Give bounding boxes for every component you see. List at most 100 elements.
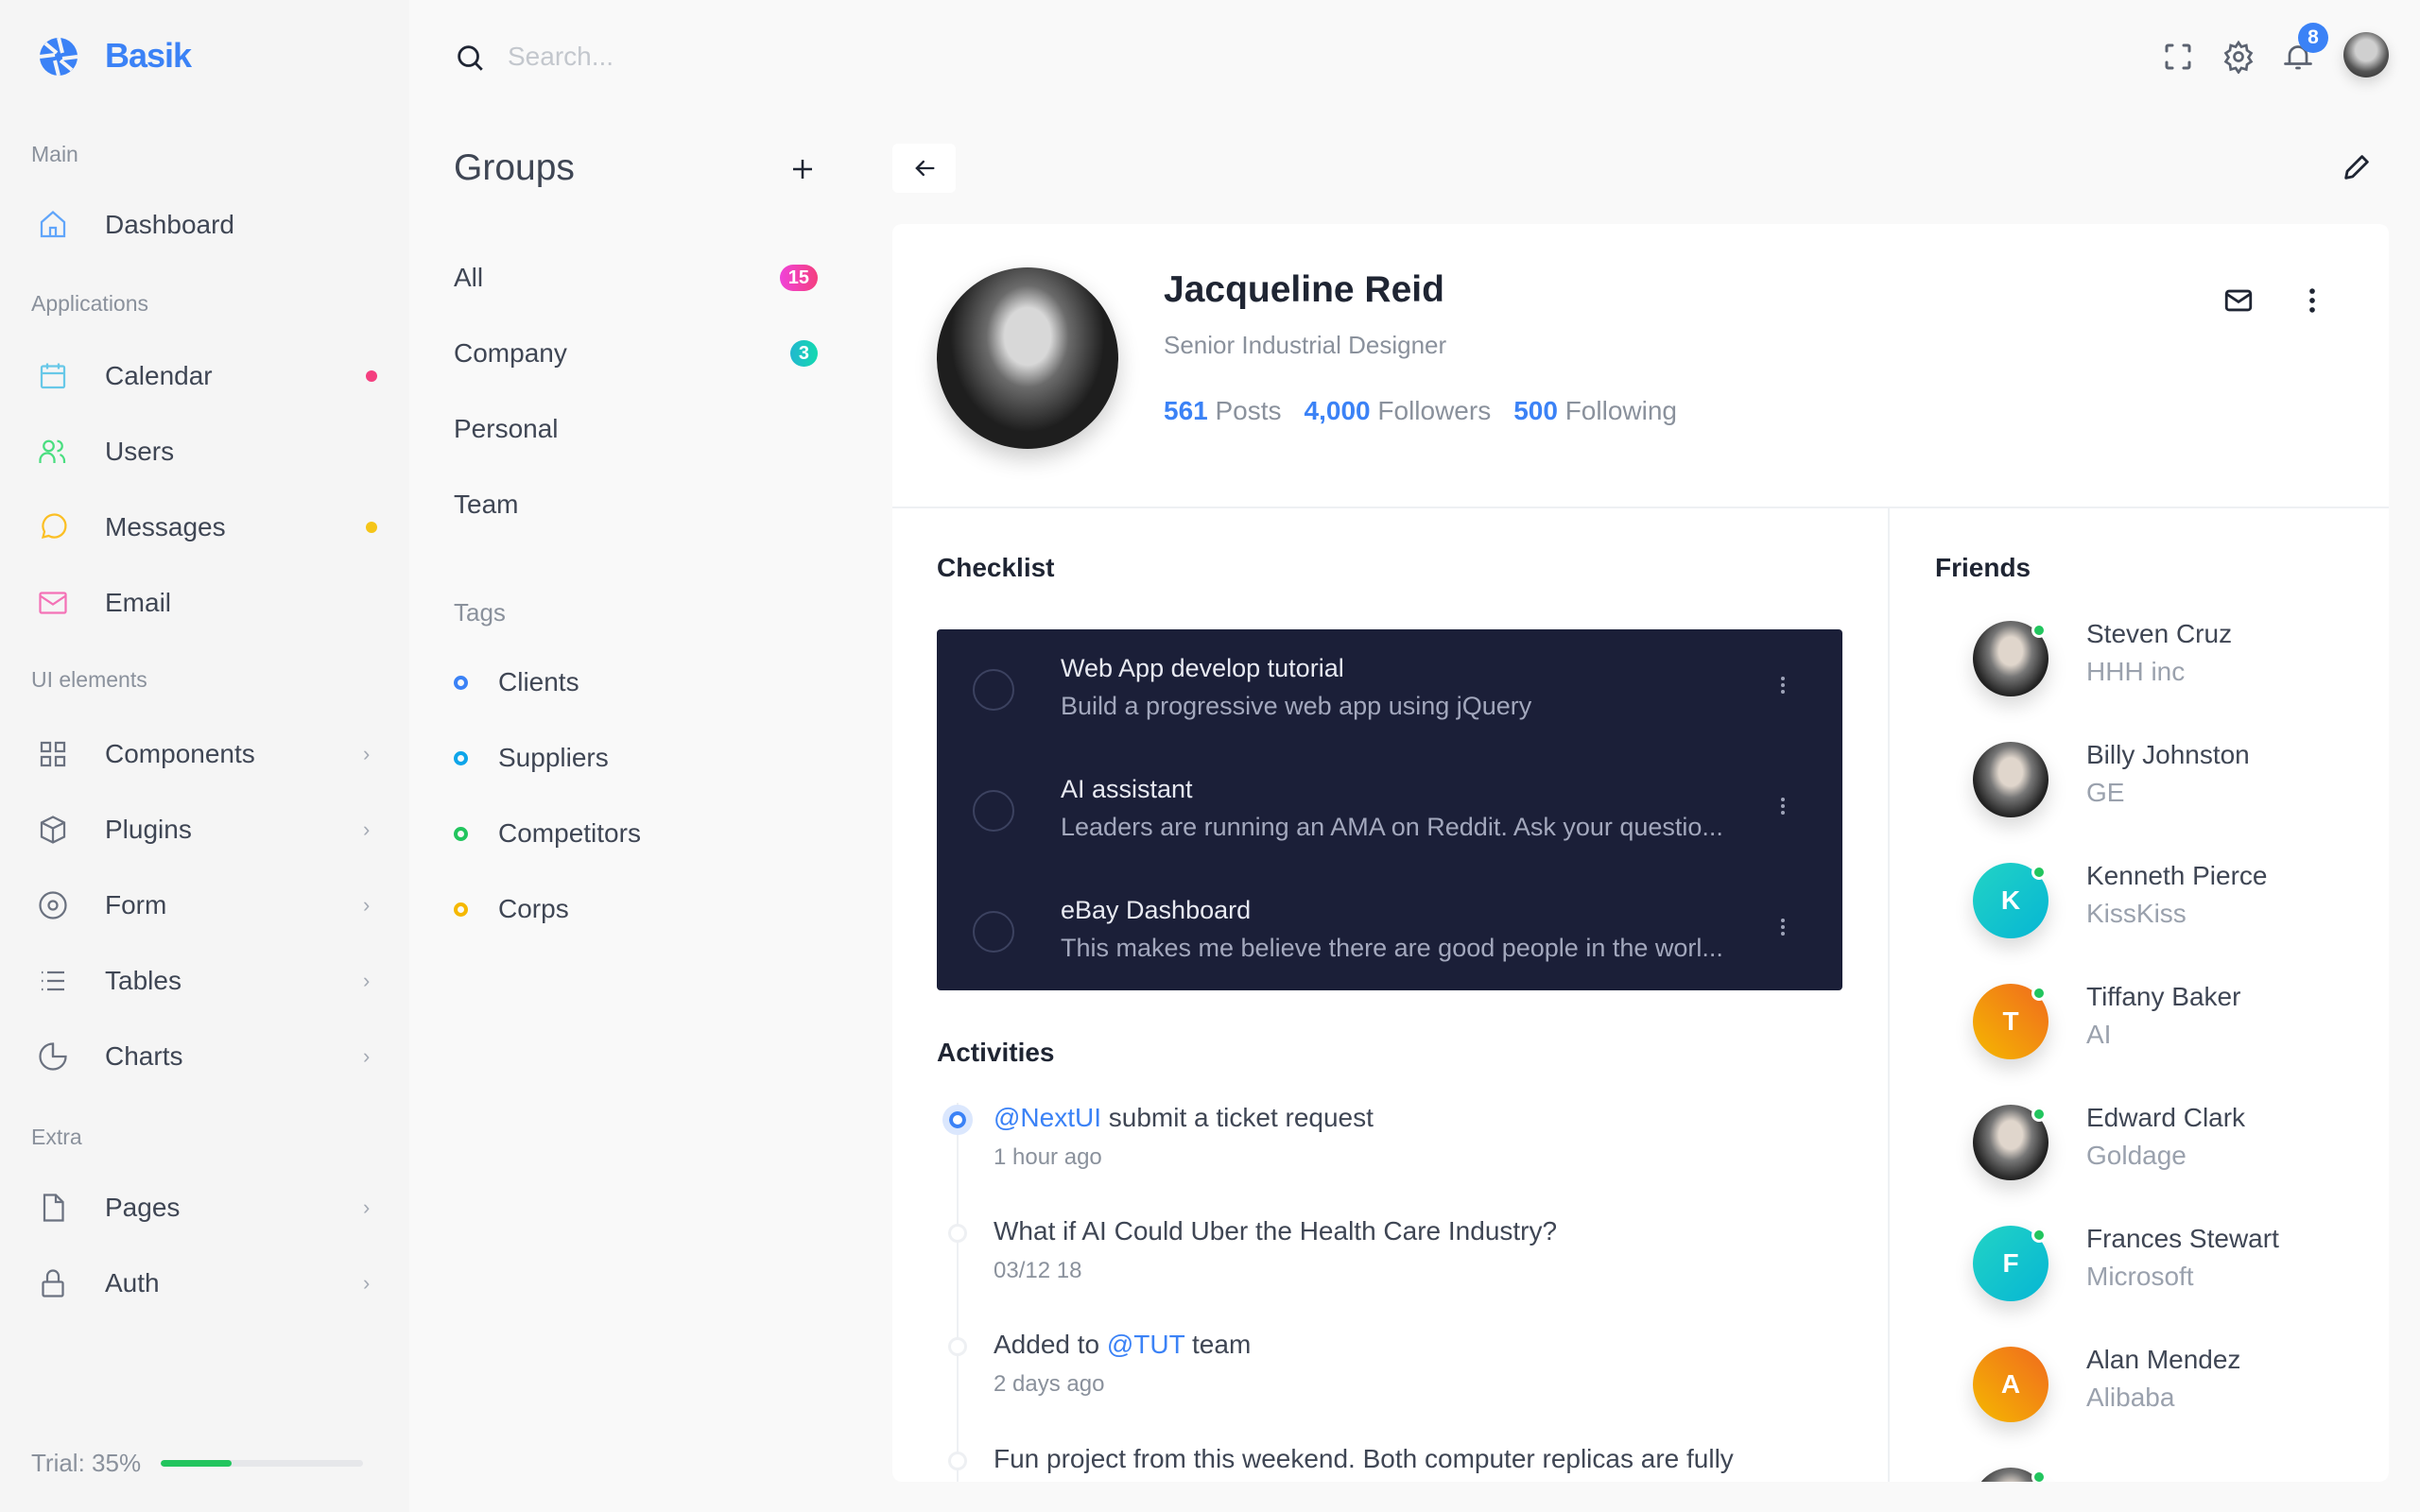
groups-title: Groups bbox=[454, 147, 575, 188]
activity-time: 2 days ago bbox=[994, 1371, 1105, 1397]
sidebar-item-plugins[interactable]: Plugins › bbox=[0, 799, 409, 860]
following-stat[interactable]: 500 Following bbox=[1513, 396, 1677, 426]
activities-title: Activities bbox=[937, 1038, 1055, 1067]
sidebar-item-email[interactable]: Email bbox=[0, 573, 409, 633]
profile-card: Jacqueline Reid Senior Industrial Design… bbox=[892, 224, 2389, 1482]
file-icon bbox=[43, 1194, 64, 1222]
sidebar-item-users[interactable]: Users bbox=[0, 421, 409, 482]
friend-name: Frances Stewart bbox=[2086, 1224, 2279, 1253]
friend-item[interactable]: F Frances Stewart Microsoft bbox=[1973, 1216, 2370, 1311]
sidebar-item-auth[interactable]: Auth › bbox=[0, 1253, 409, 1314]
tag-item-competitors[interactable]: Competitors bbox=[454, 807, 818, 860]
friend-item[interactable]: Edward Clark Goldage bbox=[1973, 1095, 2370, 1190]
group-item-all[interactable]: All 15 bbox=[454, 251, 818, 304]
more-icon[interactable] bbox=[1778, 913, 1788, 946]
sidebar-item-label: Messages bbox=[105, 512, 226, 541]
add-group-icon[interactable] bbox=[788, 155, 817, 183]
sidebar-item-label: Charts bbox=[105, 1041, 183, 1071]
tag-dot-icon bbox=[454, 902, 468, 917]
activity-text: Added to @TUT team bbox=[994, 1330, 1251, 1360]
chevron-right-icon: › bbox=[363, 1044, 371, 1068]
checkbox[interactable] bbox=[973, 790, 1014, 832]
checklist-title: Checklist bbox=[937, 553, 1055, 582]
followers-stat[interactable]: 4,000 Followers bbox=[1305, 396, 1492, 426]
posts-stat[interactable]: 561 Posts bbox=[1164, 396, 1282, 426]
checklist-item-subtitle: Build a progressive web app using jQuery bbox=[1061, 692, 1532, 720]
search-input[interactable] bbox=[508, 38, 980, 76]
group-label: Personal bbox=[454, 414, 559, 443]
profile-title: Senior Industrial Designer bbox=[1164, 331, 1447, 359]
online-indicator bbox=[2031, 865, 2047, 880]
bell-icon[interactable] bbox=[2281, 40, 2315, 74]
profile-stats: 561 Posts 4,000 Followers 500 Following bbox=[1164, 396, 1677, 426]
sidebar-item-form[interactable]: Form › bbox=[0, 875, 409, 936]
fullscreen-icon[interactable] bbox=[2161, 40, 2195, 74]
group-item-team[interactable]: Team bbox=[454, 478, 818, 531]
trial-progress-bar bbox=[161, 1460, 363, 1467]
edit-icon[interactable] bbox=[2341, 151, 2373, 183]
friend-avatar bbox=[1973, 742, 2048, 817]
back-button[interactable] bbox=[892, 144, 956, 193]
tag-label: Clients bbox=[498, 667, 579, 696]
following-label: Following bbox=[1564, 396, 1677, 425]
checklist-item: AI assistant Leaders are running an AMA o… bbox=[937, 750, 1842, 871]
mention-link[interactable]: @NextUI bbox=[994, 1103, 1101, 1132]
friend-name: Steven Cruz bbox=[2086, 619, 2233, 648]
group-item-personal[interactable]: Personal bbox=[454, 403, 818, 455]
brand-name: Basik bbox=[105, 36, 192, 75]
sidebar-item-pages[interactable]: Pages › bbox=[0, 1177, 409, 1238]
checkbox[interactable] bbox=[973, 911, 1014, 953]
tag-item-corps[interactable]: Corps bbox=[454, 883, 818, 936]
group-item-company[interactable]: Company 3 bbox=[454, 327, 818, 380]
friend-name: Kenneth Pierce bbox=[2086, 861, 2268, 890]
more-icon[interactable] bbox=[1778, 671, 1788, 704]
friend-avatar: A bbox=[1973, 1347, 2048, 1422]
chevron-right-icon: › bbox=[363, 893, 371, 917]
divider bbox=[1888, 507, 1890, 1482]
activity-text: What if AI Could Uber the Health Care In… bbox=[994, 1216, 1557, 1246]
checkbox[interactable] bbox=[973, 669, 1014, 711]
friend-name: Alan Mendez bbox=[2086, 1345, 2241, 1374]
tag-dot-icon bbox=[454, 675, 468, 690]
tag-label: Competitors bbox=[498, 818, 641, 848]
friend-item[interactable]: Billy Johnston GE bbox=[1973, 732, 2370, 827]
profile-avatar bbox=[937, 267, 1118, 449]
checklist-item: eBay Dashboard This makes me believe ther… bbox=[937, 871, 1842, 992]
friend-item[interactable]: K Kenneth Pierce KissKiss bbox=[1973, 853, 2370, 948]
mention-link[interactable]: @TUT bbox=[1106, 1330, 1185, 1359]
tag-item-clients[interactable]: Clients bbox=[454, 656, 818, 709]
user-avatar[interactable] bbox=[2343, 32, 2389, 77]
gear-icon[interactable] bbox=[2221, 40, 2256, 74]
sidebar-item-charts[interactable]: Charts › bbox=[0, 1026, 409, 1087]
tag-label: Suppliers bbox=[498, 743, 609, 772]
calendar-icon bbox=[40, 363, 66, 389]
followers-label: Followers bbox=[1377, 396, 1492, 425]
timeline-dot-icon bbox=[948, 1224, 967, 1243]
mail-icon[interactable] bbox=[2222, 284, 2255, 317]
tag-item-suppliers[interactable]: Suppliers bbox=[454, 731, 818, 784]
lock-icon bbox=[42, 1269, 64, 1297]
online-indicator bbox=[2031, 623, 2047, 638]
checklist-item-title: AI assistant bbox=[1061, 775, 1193, 803]
friend-item[interactable]: Steven Cruz HHH inc bbox=[1973, 611, 2370, 706]
friend-company: HHH inc bbox=[2086, 657, 2186, 686]
sidebar-item-messages[interactable]: Messages bbox=[0, 497, 409, 558]
box-icon bbox=[40, 816, 66, 844]
friend-item[interactable]: T Tiffany Baker AI bbox=[1973, 974, 2370, 1069]
search-icon[interactable] bbox=[454, 42, 486, 74]
checklist-item-title: eBay Dashboard bbox=[1061, 896, 1252, 924]
friend-item[interactable] bbox=[1973, 1458, 2370, 1482]
friends-title: Friends bbox=[1935, 553, 2031, 582]
activity-text: Fun project from this weekend. Both comp… bbox=[994, 1444, 1734, 1474]
sidebar-item-dashboard[interactable]: Dashboard bbox=[0, 195, 409, 255]
checklist: Web App develop tutorial Build a progress… bbox=[937, 629, 1842, 990]
sidebar-item-tables[interactable]: Tables › bbox=[0, 951, 409, 1011]
friend-item[interactable]: A Alan Mendez Alibaba bbox=[1973, 1337, 2370, 1432]
sidebar-item-calendar[interactable]: Calendar bbox=[0, 346, 409, 406]
online-indicator bbox=[2031, 986, 2047, 1001]
sidebar-item-components[interactable]: Components › bbox=[0, 724, 409, 784]
more-icon[interactable] bbox=[2298, 284, 2326, 317]
more-icon[interactable] bbox=[1778, 792, 1788, 825]
grid-icon bbox=[40, 741, 66, 767]
section-label: Main bbox=[31, 142, 78, 166]
